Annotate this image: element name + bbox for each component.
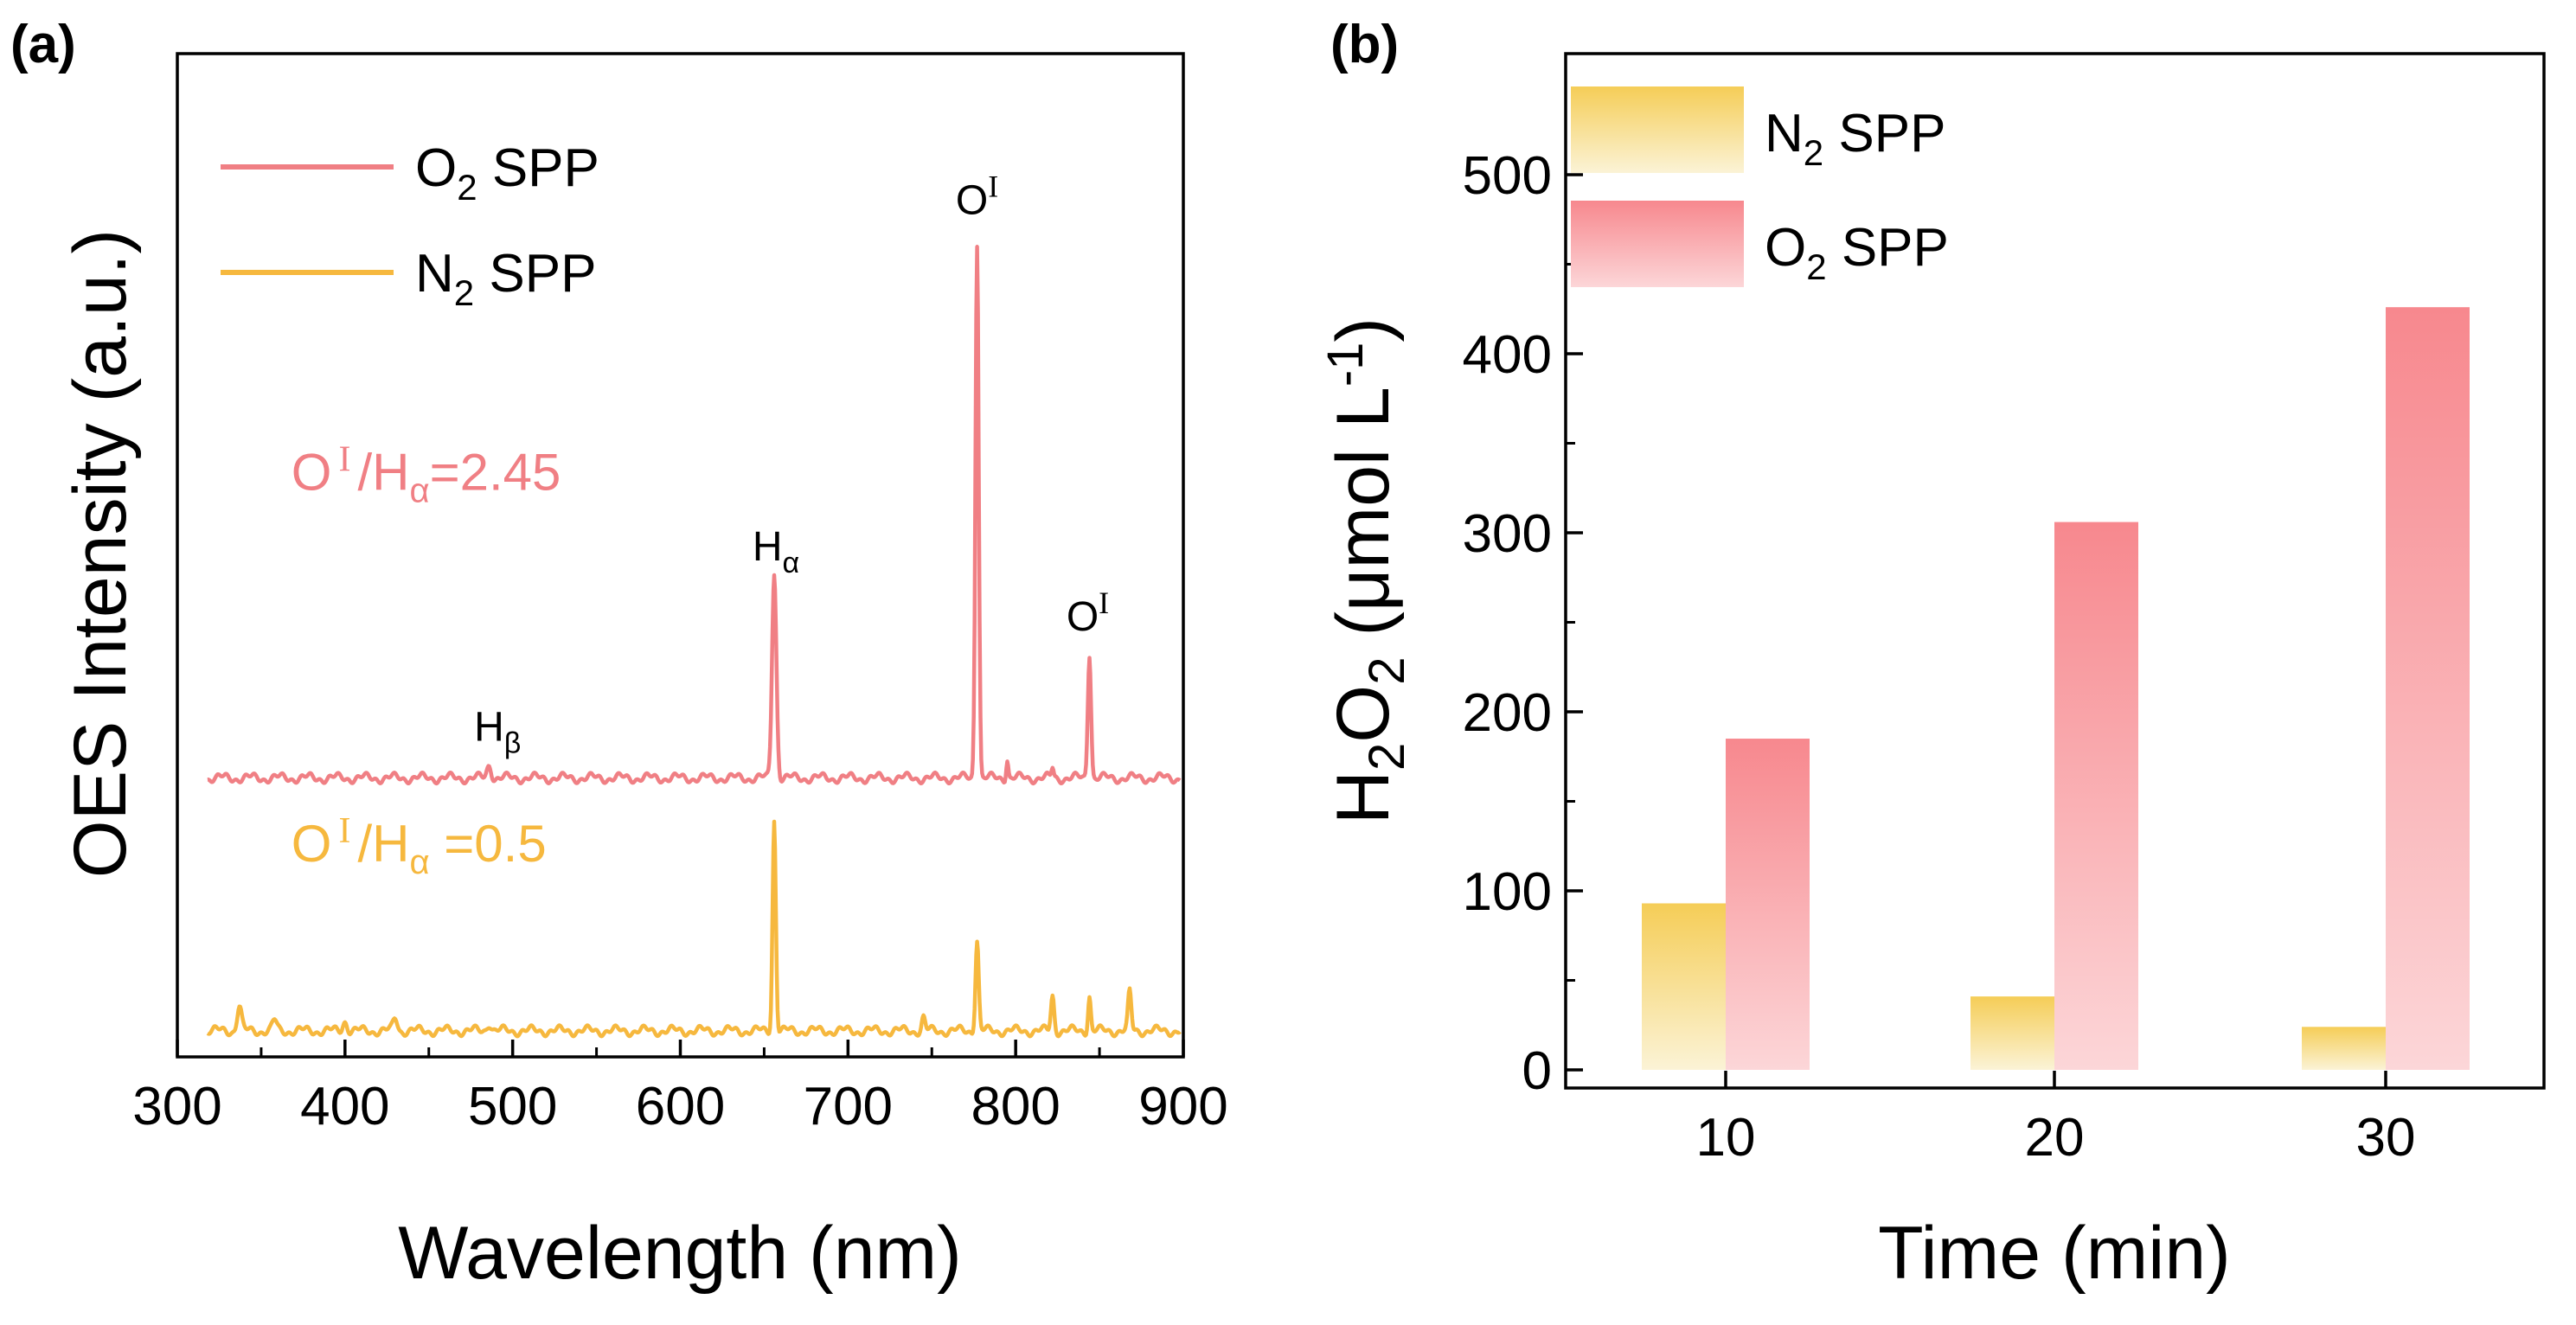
panel-b-tag: (b) bbox=[1330, 15, 1399, 74]
x-tick-label: 800 bbox=[971, 1077, 1060, 1136]
x-tick-label: 10 bbox=[1696, 1108, 1756, 1168]
bar-o2-30 bbox=[2386, 307, 2470, 1070]
spectrum-line-o2 bbox=[206, 245, 1182, 786]
bar-o2-20 bbox=[2054, 522, 2138, 1070]
panel-a-tag: (a) bbox=[10, 15, 76, 74]
panel-a-legend: O2 SPP N2 SPP bbox=[221, 138, 599, 313]
panel-a-y-axis-label: OES Intensity (a.u.) bbox=[59, 229, 142, 878]
ratio-annotation-o2: O I/Hα=2.45 bbox=[292, 440, 561, 510]
panel-b-x-axis-label: Time (min) bbox=[1878, 1212, 2231, 1295]
y-tick-label: 100 bbox=[1463, 862, 1552, 922]
legend-label-n2: N2 SPP bbox=[1765, 104, 1945, 173]
legend-label-o2: O2 SPP bbox=[415, 138, 599, 208]
x-tick-label: 400 bbox=[300, 1077, 389, 1136]
peak-label-o-i-844: OI bbox=[1067, 586, 1109, 640]
y-tick-label: 400 bbox=[1463, 325, 1552, 385]
y-tick-label: 200 bbox=[1463, 683, 1552, 743]
x-tick-label: 30 bbox=[2356, 1108, 2416, 1168]
panel-b-y-ticks: 0 100 200 300 400 500 bbox=[1463, 146, 1583, 1101]
panel-b-x-ticks: 10 20 30 bbox=[1696, 1071, 2416, 1168]
legend-swatch-o2 bbox=[1571, 201, 1744, 287]
panel-a-frame bbox=[176, 52, 1185, 1059]
peak-label-h-alpha: Hα bbox=[753, 524, 799, 579]
x-tick-label: 600 bbox=[636, 1077, 725, 1136]
x-tick-label: 500 bbox=[468, 1077, 557, 1136]
panel-b-legend: N2 SPP O2 SPP bbox=[1571, 86, 1949, 287]
panel-a-peak-labels: Hβ Hα OI OI bbox=[474, 170, 1109, 760]
peak-label-o-i-777: OI bbox=[956, 170, 998, 224]
spectrum-line-n2 bbox=[206, 819, 1182, 1039]
x-tick-label: 900 bbox=[1138, 1077, 1227, 1136]
panel-b-y-axis-label: H2O2 (μmol L-1) bbox=[1317, 317, 1415, 824]
peak-label-h-beta: Hβ bbox=[474, 705, 521, 760]
y-tick-label: 500 bbox=[1463, 146, 1552, 206]
panel-a-series bbox=[206, 245, 1182, 1039]
ratio-annotation-n2: O I/Hα =0.5 bbox=[292, 811, 547, 881]
panel-a-ratio-annotations: O I/Hα=2.45 O I/Hα =0.5 bbox=[292, 440, 561, 881]
panel-b-bars bbox=[1642, 307, 2470, 1070]
panel-a-x-ticks: 300 400 500 600 700 800 900 bbox=[132, 1040, 1228, 1136]
bar-n2-20 bbox=[1970, 996, 2054, 1070]
legend-label-n2: N2 SPP bbox=[415, 244, 596, 313]
bar-n2-10 bbox=[1642, 903, 1726, 1070]
x-tick-label: 20 bbox=[2025, 1108, 2085, 1168]
bar-n2-30 bbox=[2302, 1027, 2386, 1070]
x-tick-label: 300 bbox=[132, 1077, 221, 1136]
y-tick-label: 300 bbox=[1463, 504, 1552, 564]
legend-swatch-n2 bbox=[1571, 86, 1744, 173]
bar-o2-10 bbox=[1726, 739, 1810, 1070]
panel-a-x-axis-label: Wavelength (nm) bbox=[398, 1212, 962, 1295]
legend-label-o2: O2 SPP bbox=[1765, 218, 1949, 287]
x-tick-label: 700 bbox=[804, 1077, 893, 1136]
panel-a: (a) 300 400 500 600 700 800 900 Wavelength (nm… bbox=[10, 15, 1228, 1295]
panel-b: (b) 0 100 200 300 400 500 10 20 30 Time (min) H… bbox=[1317, 15, 2546, 1295]
y-tick-label: 0 bbox=[1522, 1041, 1552, 1101]
